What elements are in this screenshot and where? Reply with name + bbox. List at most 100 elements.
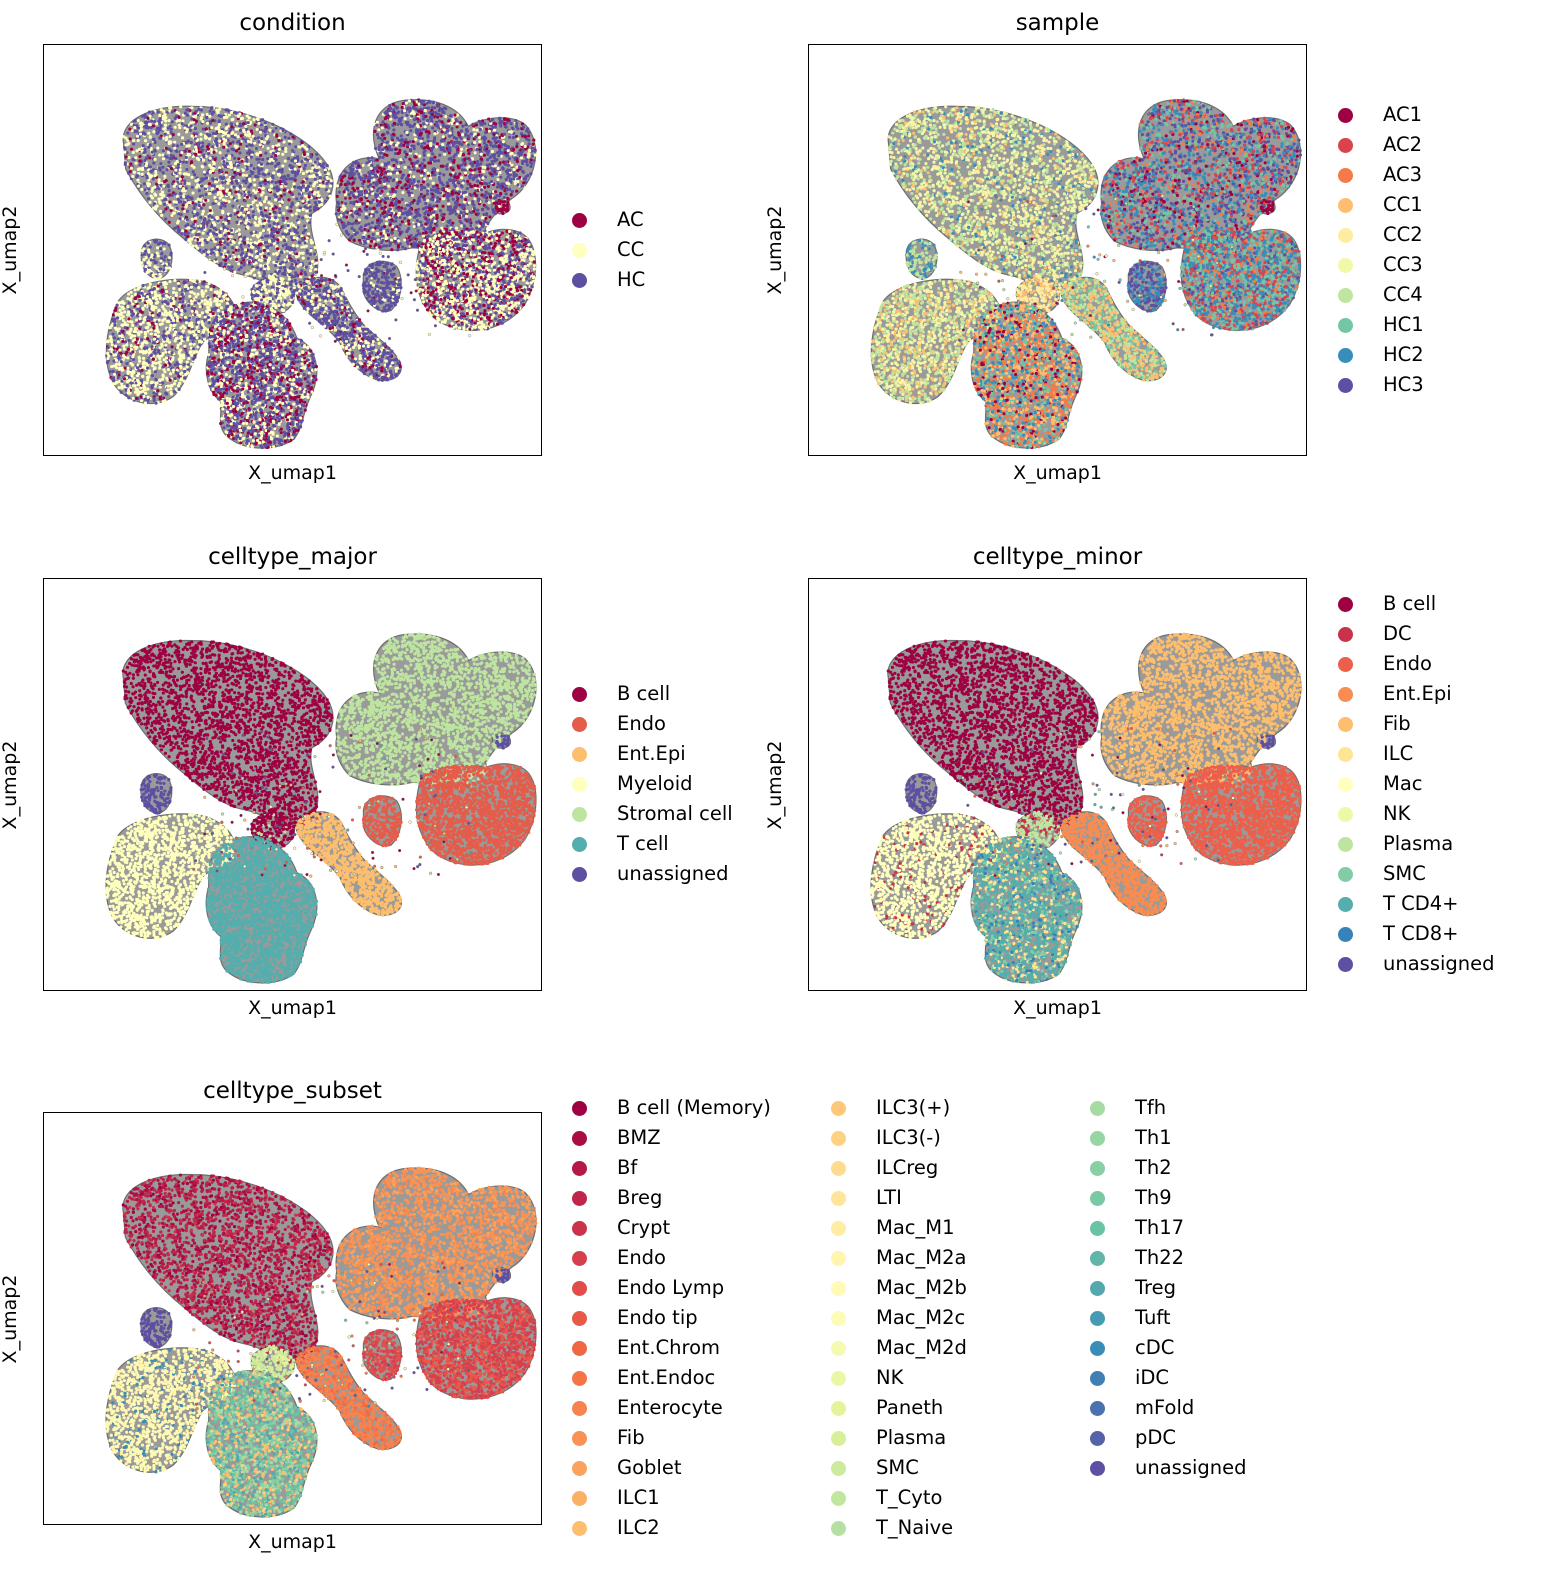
cell-point bbox=[364, 241, 368, 245]
cell-point bbox=[159, 259, 163, 263]
cell-point bbox=[215, 216, 219, 221]
cell-point bbox=[352, 228, 356, 232]
cell-point bbox=[175, 174, 179, 178]
cell-point bbox=[176, 144, 180, 148]
cell-point bbox=[479, 152, 483, 156]
cell-point bbox=[211, 237, 215, 241]
cell-point bbox=[164, 207, 168, 211]
cell-point bbox=[297, 208, 301, 213]
cell-point bbox=[520, 184, 525, 188]
cell-point bbox=[199, 206, 203, 210]
cell-point bbox=[216, 190, 221, 194]
cell-point bbox=[403, 247, 408, 251]
cell-point bbox=[138, 163, 142, 167]
cell-point bbox=[358, 202, 362, 206]
cell-point bbox=[475, 128, 479, 132]
cell-point bbox=[169, 206, 173, 210]
cell-point bbox=[183, 232, 187, 237]
cell-point bbox=[388, 241, 393, 245]
cell-point bbox=[412, 175, 416, 179]
cell-point bbox=[396, 165, 401, 169]
cell-point bbox=[181, 160, 185, 164]
cell-point bbox=[421, 127, 425, 131]
cell-point bbox=[149, 194, 153, 198]
cell-point bbox=[316, 157, 320, 161]
cell-point bbox=[164, 146, 168, 150]
cell-point bbox=[301, 147, 305, 152]
cell-point bbox=[254, 174, 258, 178]
cell-point bbox=[388, 223, 392, 227]
cell-point bbox=[361, 235, 365, 239]
cell-point bbox=[143, 188, 147, 192]
cell-point bbox=[308, 159, 313, 163]
cell-point bbox=[497, 144, 501, 148]
cell-point bbox=[278, 179, 282, 184]
cell-point bbox=[459, 163, 463, 168]
cell-point bbox=[186, 231, 190, 235]
cell-point bbox=[208, 191, 212, 196]
cell-point bbox=[189, 160, 194, 164]
cell-point bbox=[509, 130, 513, 134]
cell-point bbox=[410, 193, 415, 198]
cell-point bbox=[240, 208, 244, 212]
cell-point bbox=[255, 152, 259, 156]
cell-point bbox=[210, 126, 214, 130]
cell-point bbox=[209, 232, 213, 236]
cell-point bbox=[432, 185, 436, 189]
cell-point bbox=[223, 258, 228, 262]
cell-point bbox=[281, 146, 285, 150]
cell-point bbox=[258, 181, 262, 185]
cell-point bbox=[532, 159, 536, 163]
cell-point bbox=[293, 171, 298, 175]
cell-point bbox=[486, 149, 491, 153]
cell-point bbox=[176, 163, 181, 167]
cell-point bbox=[501, 140, 506, 144]
cell-point bbox=[493, 125, 497, 129]
cell-point bbox=[426, 118, 430, 122]
cell-point bbox=[177, 123, 181, 127]
cell-point bbox=[427, 99, 431, 103]
cell-point bbox=[235, 186, 239, 191]
cell-point bbox=[260, 167, 264, 171]
cell-point bbox=[270, 155, 274, 159]
cell-point bbox=[375, 203, 379, 208]
cell-point bbox=[173, 140, 177, 144]
cell-point bbox=[343, 174, 347, 178]
cell-point bbox=[167, 188, 171, 193]
cell-point bbox=[194, 132, 199, 136]
cell-point bbox=[381, 120, 385, 124]
cell-point bbox=[314, 264, 318, 268]
cell-point bbox=[269, 184, 274, 188]
cell-point bbox=[275, 247, 280, 251]
cell-point bbox=[435, 187, 439, 191]
cell-point bbox=[141, 144, 145, 148]
cell-point bbox=[304, 265, 308, 269]
cell-point bbox=[470, 161, 474, 165]
cell-point bbox=[494, 172, 498, 176]
cell-point bbox=[234, 149, 239, 153]
cell-point bbox=[403, 150, 407, 154]
cell-point bbox=[392, 108, 396, 112]
cell-point bbox=[256, 166, 260, 170]
cell-point bbox=[180, 136, 185, 140]
cell-point bbox=[188, 128, 192, 132]
cell-point bbox=[237, 262, 241, 266]
cell-point bbox=[273, 216, 278, 220]
cell-point bbox=[162, 202, 167, 206]
cell-point bbox=[309, 248, 313, 253]
cell-point bbox=[423, 168, 427, 172]
cell-point bbox=[281, 152, 285, 156]
cell-point bbox=[216, 192, 220, 197]
cell-point bbox=[375, 189, 380, 193]
cell-point bbox=[315, 152, 319, 157]
cell-point bbox=[490, 159, 494, 163]
cell-point bbox=[353, 232, 357, 237]
cell-point bbox=[403, 165, 407, 170]
cell-point bbox=[375, 231, 379, 236]
cell-point bbox=[167, 150, 171, 154]
cell-point bbox=[459, 147, 464, 151]
cell-point bbox=[210, 211, 214, 215]
cell-point bbox=[169, 167, 174, 171]
cell-point bbox=[325, 175, 329, 179]
cell-point bbox=[310, 259, 315, 264]
